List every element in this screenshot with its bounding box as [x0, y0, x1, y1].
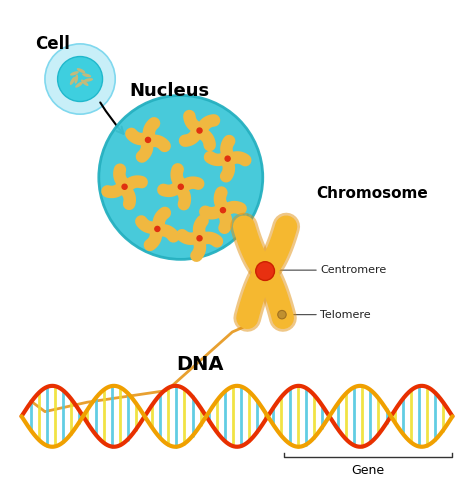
Ellipse shape [81, 80, 89, 86]
Ellipse shape [84, 78, 93, 82]
Text: Gene: Gene [352, 464, 385, 476]
Text: DNA: DNA [176, 356, 223, 374]
Ellipse shape [77, 68, 85, 73]
Circle shape [146, 138, 151, 142]
Text: Centromere: Centromere [320, 265, 387, 275]
Ellipse shape [82, 74, 91, 78]
Circle shape [178, 184, 183, 190]
Circle shape [45, 44, 115, 114]
Circle shape [256, 262, 274, 280]
Circle shape [225, 156, 230, 161]
Circle shape [122, 184, 127, 190]
Ellipse shape [70, 71, 79, 76]
Ellipse shape [75, 82, 83, 87]
Circle shape [197, 128, 202, 133]
Ellipse shape [70, 77, 75, 85]
Text: Chromosome: Chromosome [317, 186, 428, 202]
Circle shape [57, 56, 102, 102]
Text: Cell: Cell [36, 35, 71, 53]
Text: Telomere: Telomere [320, 310, 371, 320]
Circle shape [220, 208, 226, 212]
Circle shape [99, 96, 263, 260]
Circle shape [155, 226, 160, 232]
Circle shape [197, 236, 202, 241]
Circle shape [278, 310, 286, 319]
Text: Nucleus: Nucleus [129, 82, 209, 100]
Ellipse shape [74, 74, 78, 84]
